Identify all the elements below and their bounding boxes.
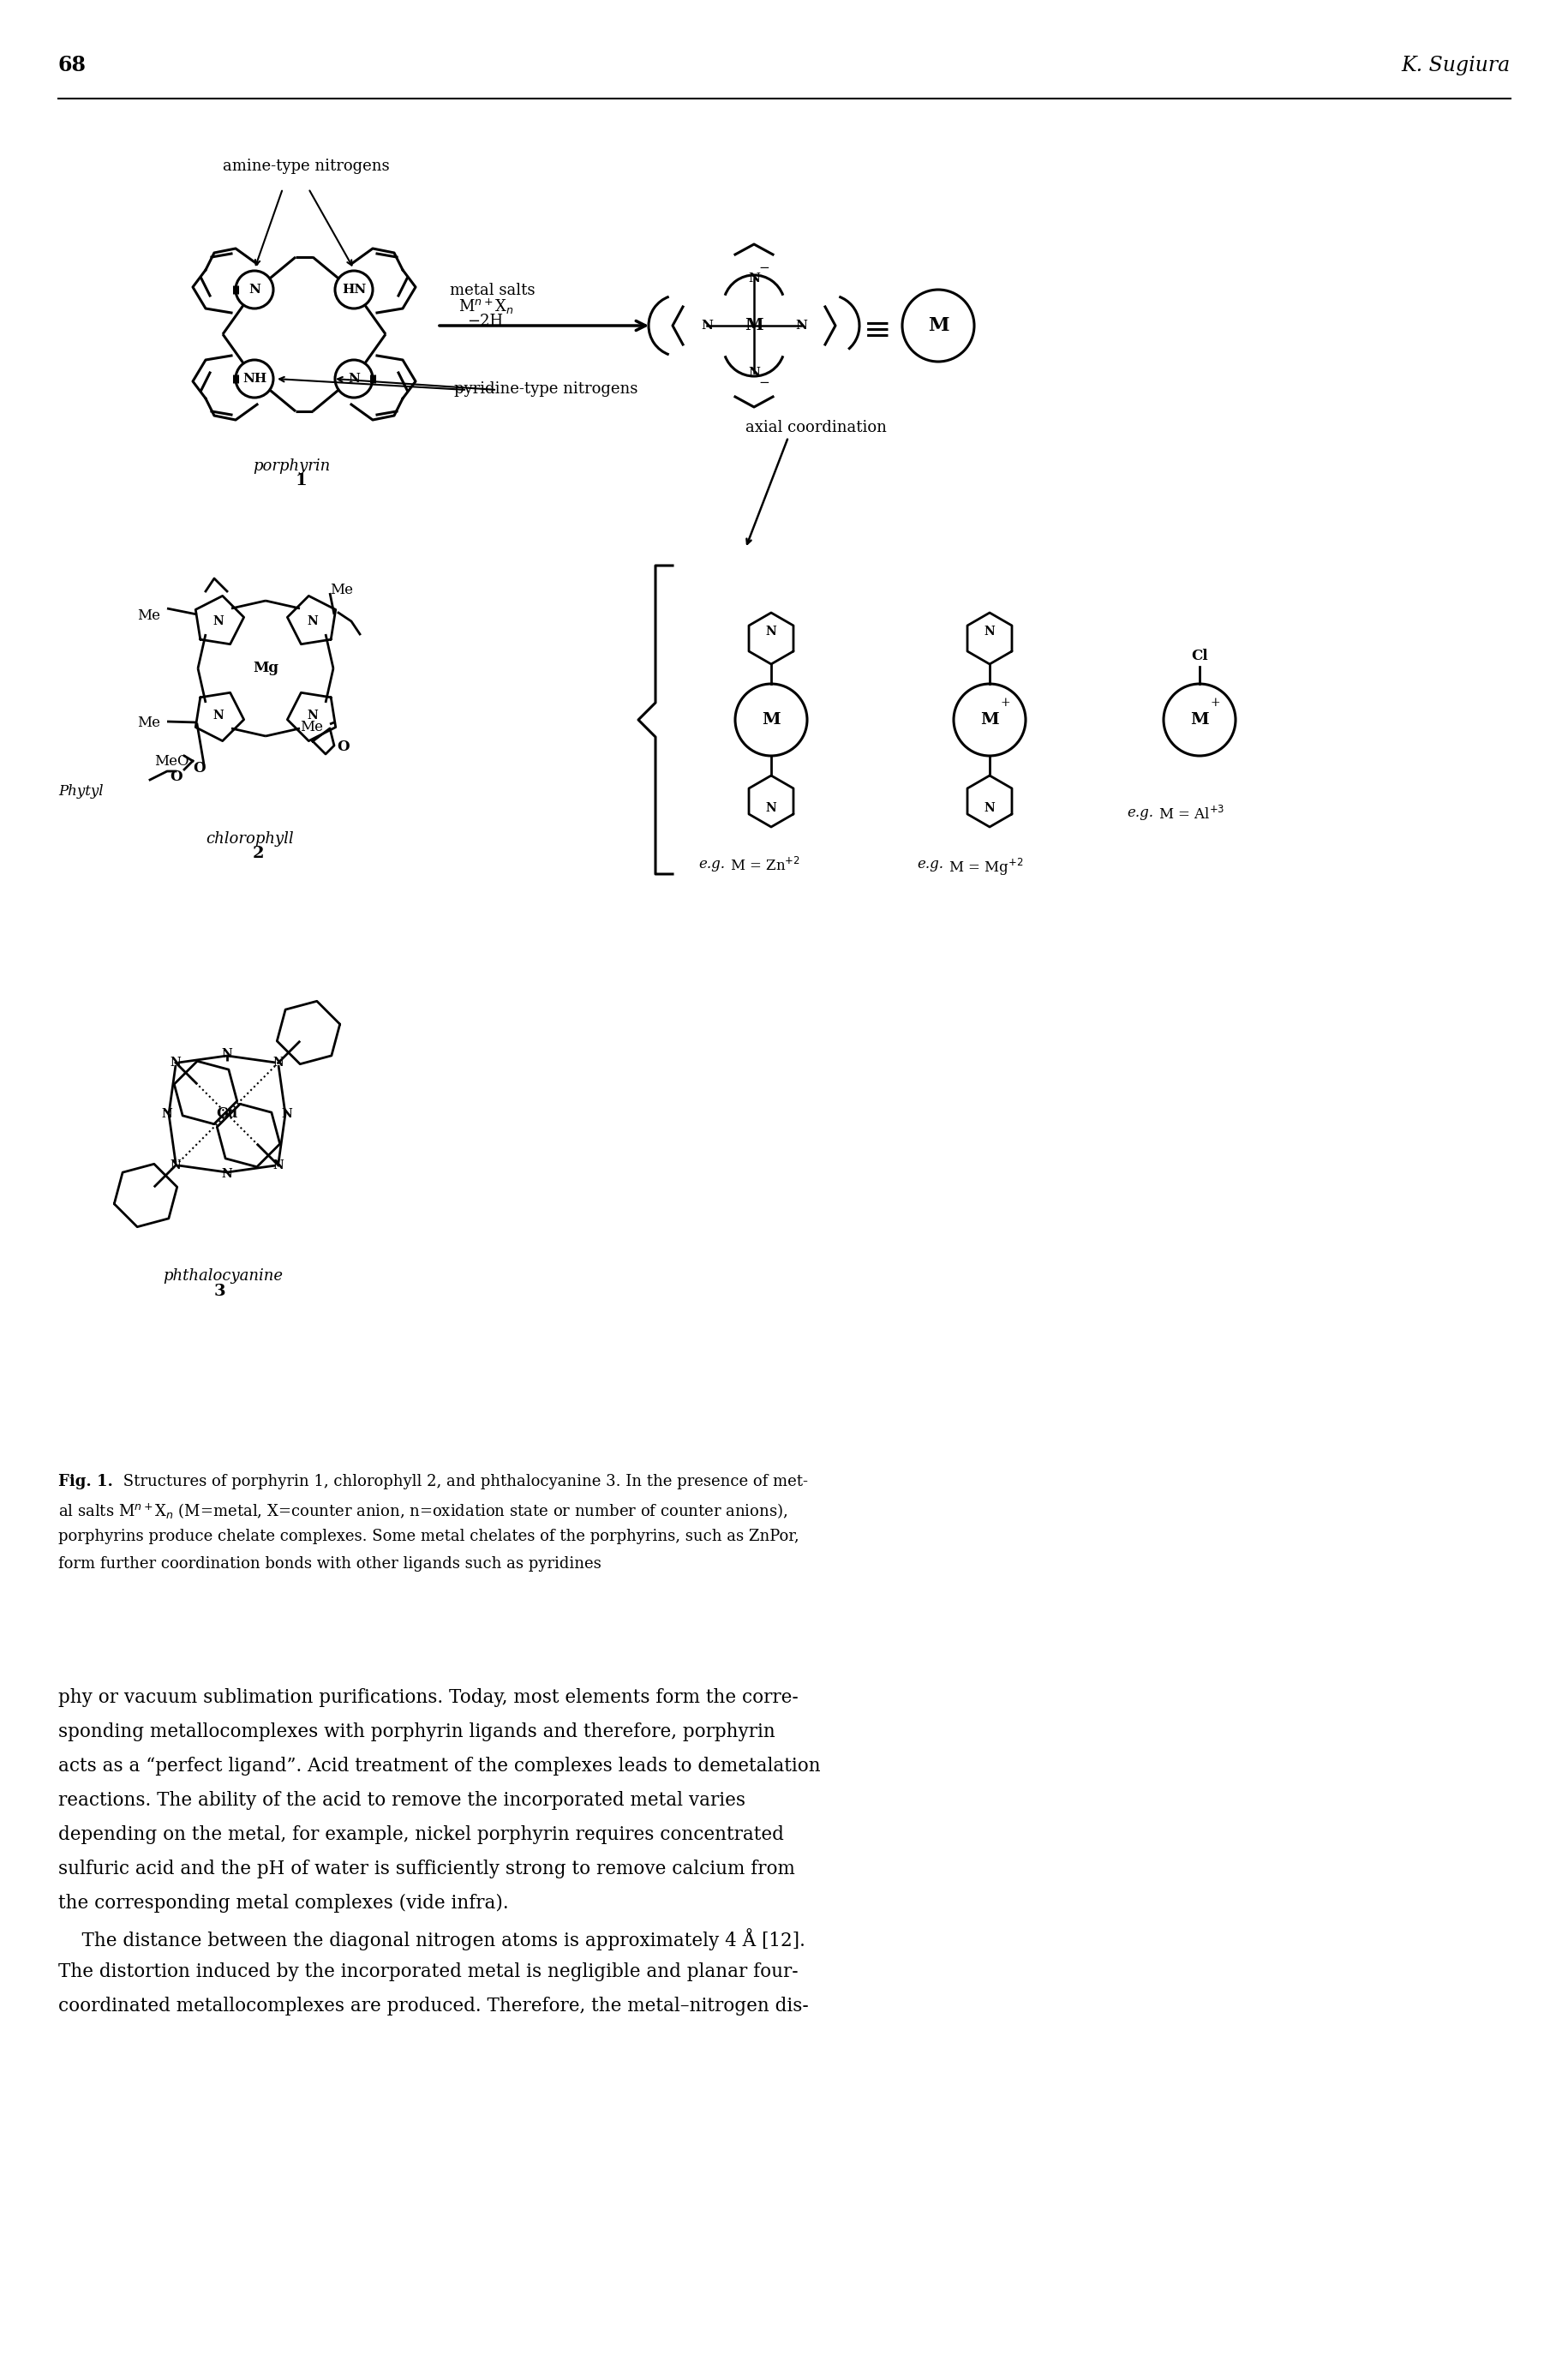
Text: al salts M$^{n+}$X$_n$ (M=metal, X=counter anion, n=oxidation state or number of: al salts M$^{n+}$X$_n$ (M=metal, X=count…	[58, 1501, 787, 1520]
Text: M = Mg$^{+2}$: M = Mg$^{+2}$	[949, 856, 1022, 877]
Text: chlorophyll: chlorophyll	[205, 832, 293, 847]
Text: M: M	[980, 711, 999, 728]
Text: M = Al$^{+3}$: M = Al$^{+3}$	[1157, 806, 1225, 823]
Text: N: N	[748, 273, 759, 285]
Text: Phytyl: Phytyl	[58, 785, 103, 799]
Text: N: N	[701, 319, 712, 331]
Text: form further coordination bonds with other ligands such as pyridines: form further coordination bonds with oth…	[58, 1555, 601, 1572]
Text: phy or vacuum sublimation purifications. Today, most elements form the corre-: phy or vacuum sublimation purifications.…	[58, 1688, 798, 1707]
Text: acts as a “perfect ligand”. Acid treatment of the complexes leads to demetalatio: acts as a “perfect ligand”. Acid treatme…	[58, 1757, 820, 1776]
Circle shape	[336, 359, 373, 397]
Text: e.g.: e.g.	[1126, 806, 1152, 820]
Text: The distance between the diagonal nitrogen atoms is approximately 4 Å [12].: The distance between the diagonal nitrog…	[58, 1929, 804, 1950]
Text: the corresponding metal complexes (vide infra).: the corresponding metal complexes (vide …	[58, 1893, 508, 1912]
Text: The distortion induced by the incorporated metal is negligible and planar four-: The distortion induced by the incorporat…	[58, 1962, 798, 1981]
Text: 2: 2	[252, 847, 263, 861]
Text: N: N	[169, 1160, 180, 1172]
Text: Me: Me	[329, 583, 353, 597]
Text: +: +	[999, 697, 1010, 709]
Text: N: N	[795, 319, 806, 331]
Text: N: N	[748, 366, 759, 378]
Circle shape	[735, 685, 806, 756]
Circle shape	[953, 685, 1025, 756]
Text: ≡: ≡	[864, 316, 891, 347]
Text: phthalocyanine: phthalocyanine	[163, 1267, 282, 1284]
Text: +: +	[1209, 697, 1220, 709]
Text: N: N	[248, 283, 260, 295]
Text: N: N	[162, 1108, 172, 1120]
Text: depending on the metal, for example, nickel porphyrin requires concentrated: depending on the metal, for example, nic…	[58, 1826, 784, 1843]
Text: coordinated metallocomplexes are produced. Therefore, the metal–nitrogen dis-: coordinated metallocomplexes are produce…	[58, 1998, 808, 2017]
Text: N: N	[221, 1168, 232, 1179]
Text: pyridine-type nitrogens: pyridine-type nitrogens	[453, 380, 638, 397]
Text: N: N	[983, 801, 994, 813]
Text: N: N	[281, 1108, 292, 1120]
Text: porphyrins produce chelate complexes. Some metal chelates of the porphyrins, suc: porphyrins produce chelate complexes. So…	[58, 1529, 798, 1543]
Text: sponding metallocomplexes with porphyrin ligands and therefore, porphyrin: sponding metallocomplexes with porphyrin…	[58, 1722, 775, 1741]
Text: −: −	[759, 378, 770, 390]
Text: Cu: Cu	[216, 1106, 238, 1122]
Text: NH: NH	[241, 373, 267, 385]
Text: M = Zn$^{+2}$: M = Zn$^{+2}$	[729, 856, 800, 875]
Text: Me: Me	[136, 716, 160, 730]
Text: axial coordination: axial coordination	[745, 421, 886, 435]
Text: N: N	[983, 625, 994, 637]
Text: e.g.: e.g.	[916, 856, 942, 870]
Text: N: N	[765, 801, 776, 813]
Text: N: N	[307, 616, 318, 628]
Text: O: O	[169, 770, 182, 785]
Text: amine-type nitrogens: amine-type nitrogens	[223, 159, 389, 174]
Text: N: N	[213, 616, 224, 628]
Text: M$^{n+}$X$_n$: M$^{n+}$X$_n$	[458, 297, 514, 316]
Text: −2H: −2H	[467, 314, 503, 328]
Text: N: N	[273, 1056, 284, 1068]
Circle shape	[235, 359, 273, 397]
Text: N: N	[273, 1160, 284, 1172]
Text: Me: Me	[136, 609, 160, 623]
Text: N: N	[307, 709, 318, 721]
Text: Fig. 1.: Fig. 1.	[58, 1474, 113, 1489]
Text: O: O	[337, 740, 350, 754]
Text: K. Sugiura: K. Sugiura	[1400, 55, 1510, 76]
Circle shape	[336, 271, 373, 309]
Text: reactions. The ability of the acid to remove the incorporated metal varies: reactions. The ability of the acid to re…	[58, 1791, 745, 1810]
Text: N: N	[221, 1049, 232, 1061]
Text: N: N	[213, 709, 224, 721]
Circle shape	[902, 290, 974, 361]
Text: −: −	[759, 262, 770, 273]
Circle shape	[235, 271, 273, 309]
Text: Structures of porphyrin 1, chlorophyll 2, and phthalocyanine 3. In the presence : Structures of porphyrin 1, chlorophyll 2…	[118, 1474, 808, 1489]
Circle shape	[1163, 685, 1236, 756]
Text: HN: HN	[342, 283, 365, 295]
Text: 68: 68	[58, 55, 86, 76]
Text: M: M	[1190, 711, 1209, 728]
Text: M: M	[927, 316, 949, 335]
Text: 1: 1	[295, 473, 307, 487]
Text: metal salts: metal salts	[450, 283, 535, 297]
Text: N: N	[765, 625, 776, 637]
Text: Me: Me	[299, 721, 323, 735]
Text: Cl: Cl	[1190, 649, 1207, 663]
Text: Mg: Mg	[252, 661, 278, 675]
Text: 3: 3	[215, 1284, 226, 1298]
Text: porphyrin: porphyrin	[252, 459, 329, 473]
Text: e.g.: e.g.	[698, 856, 724, 870]
Text: M: M	[745, 319, 764, 333]
Text: M: M	[762, 711, 779, 728]
Text: sulfuric acid and the pH of water is sufficiently strong to remove calcium from: sulfuric acid and the pH of water is suf…	[58, 1860, 795, 1879]
Text: MeO: MeO	[154, 754, 188, 768]
Text: N: N	[169, 1056, 180, 1068]
Text: N: N	[348, 373, 359, 385]
Text: O: O	[193, 761, 205, 775]
